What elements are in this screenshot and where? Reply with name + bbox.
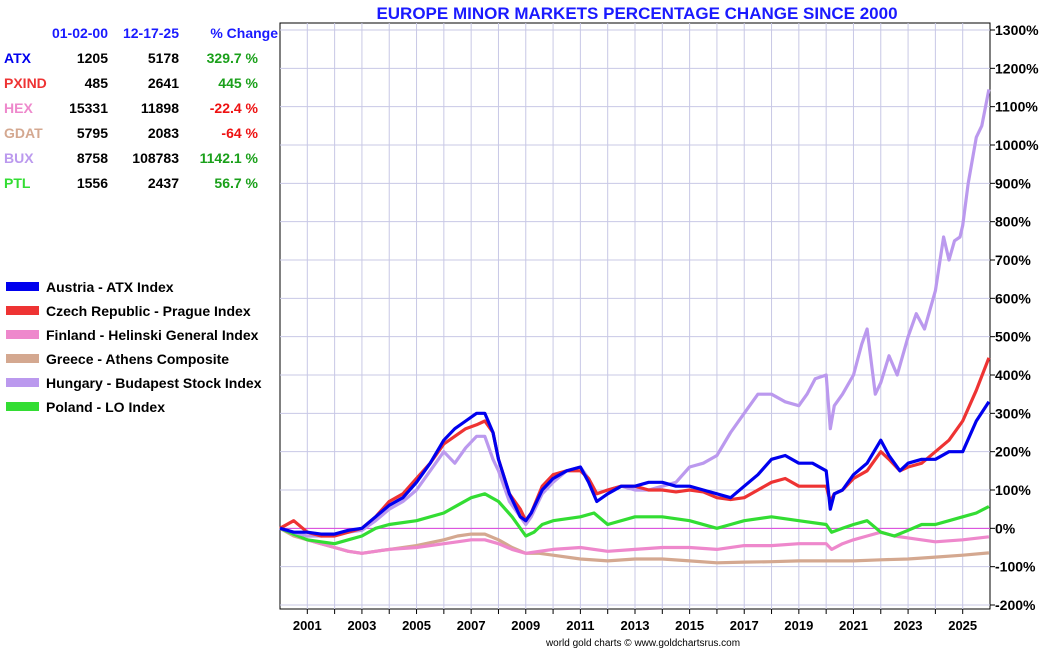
table-end-value: 2641 (148, 75, 179, 91)
table-header-start: 01-02-00 (52, 25, 108, 41)
table-end-value: 11898 (141, 100, 179, 116)
chart-title: EUROPE MINOR MARKETS PERCENTAGE CHANGE S… (376, 4, 897, 23)
x-tick-label: 2025 (948, 618, 977, 633)
legend-label: Greece - Athens Composite (46, 351, 229, 367)
legend-swatch (6, 402, 39, 411)
table-start-value: 1556 (77, 175, 108, 191)
y-tick-label: 600% (995, 290, 1031, 306)
y-tick-label: 1200% (995, 60, 1039, 76)
y-tick-label: 1100% (995, 99, 1038, 115)
y-tick-label: 200% (995, 444, 1031, 460)
table-change-value: 1142.1 % (200, 150, 259, 166)
table-start-value: 8758 (77, 150, 108, 166)
y-tick-label: 700% (995, 252, 1031, 268)
table-change-value: 445 % (218, 75, 258, 91)
x-tick-label: 2007 (457, 618, 486, 633)
x-tick-label: 2003 (347, 618, 376, 633)
change-table: 01-02-00 12-17-25 % Change ATX 1205 5178 32… (4, 25, 278, 191)
table-header-end: 12-17-25 (123, 25, 179, 41)
table-change-value: -22.4 % (210, 100, 259, 116)
y-tick-label: -100% (995, 559, 1036, 575)
table-ticker: BUX (4, 150, 34, 166)
legend-swatch (6, 306, 39, 315)
table-end-value: 108783 (132, 150, 179, 166)
table-ticker: PXIND (4, 75, 47, 91)
legend-label: Hungary - Budapest Stock Index (46, 375, 262, 391)
table-start-value: 485 (85, 75, 109, 91)
table-header-change: % Change (210, 25, 278, 41)
y-tick-label: 100% (995, 482, 1031, 498)
x-tick-label: 2021 (839, 618, 868, 633)
legend-swatch (6, 354, 39, 363)
legend-label: Czech Republic - Prague Index (46, 303, 251, 319)
table-end-value: 5178 (148, 50, 179, 66)
y-tick-label: 1300% (995, 22, 1039, 38)
x-tick-label: 2015 (675, 618, 704, 633)
table-end-value: 2437 (148, 175, 179, 191)
legend-label: Poland - LO Index (46, 399, 165, 415)
y-tick-label: 400% (995, 367, 1031, 383)
series-layer (279, 89, 991, 565)
series-line-4 (279, 89, 991, 538)
series-line-2 (279, 526, 990, 555)
credit-text: world gold charts © www.goldchartsrus.co… (545, 638, 740, 649)
x-tick-label: 2023 (894, 618, 923, 633)
x-tick-label: 2001 (293, 618, 322, 633)
table-ticker: ATX (4, 50, 32, 66)
legend: Austria - ATX Index Czech Republic - Prag… (6, 279, 262, 415)
table-end-value: 2083 (148, 125, 179, 141)
table-ticker: PTL (4, 175, 31, 191)
x-tick-label: 2019 (784, 618, 813, 633)
table-start-value: 5795 (77, 125, 108, 141)
table-start-value: 15331 (69, 100, 108, 116)
y-tick-label: 500% (995, 329, 1031, 345)
table-ticker: HEX (4, 100, 33, 116)
x-axis: 2001 2003 2005 2007 2009 2011 2013 2015 2017 2019… (293, 609, 977, 633)
y-tick-label: 800% (995, 214, 1031, 230)
y-tick-label: 300% (995, 405, 1031, 421)
legend-label: Finland - Helinski General Index (46, 327, 259, 343)
legend-swatch (6, 282, 39, 291)
legend-swatch (6, 330, 39, 339)
x-tick-label: 2005 (402, 618, 431, 633)
legend-label: Austria - ATX Index (46, 279, 174, 295)
y-tick-label: 1000% (995, 137, 1039, 153)
y-tick-label: -200% (995, 597, 1036, 613)
legend-swatch (6, 378, 39, 387)
table-change-value: -64 % (221, 125, 258, 141)
x-tick-label: 2009 (511, 618, 540, 633)
table-start-value: 1205 (77, 50, 108, 66)
y-tick-label: 900% (995, 175, 1031, 191)
table-change-value: 56.7 % (214, 175, 258, 191)
x-tick-label: 2011 (566, 618, 594, 633)
series-line-0 (279, 400, 991, 536)
x-tick-label: 2013 (621, 618, 650, 633)
series-line-5 (279, 492, 990, 546)
y-tick-label: 0% (995, 520, 1016, 536)
y-axis: -200% -100% 0% 100% 200% 300% 400% 500% 600% 700%… (990, 22, 1039, 613)
table-ticker: GDAT (4, 125, 43, 141)
table-change-value: 329.7 % (207, 50, 259, 66)
x-tick-label: 2017 (730, 618, 759, 633)
